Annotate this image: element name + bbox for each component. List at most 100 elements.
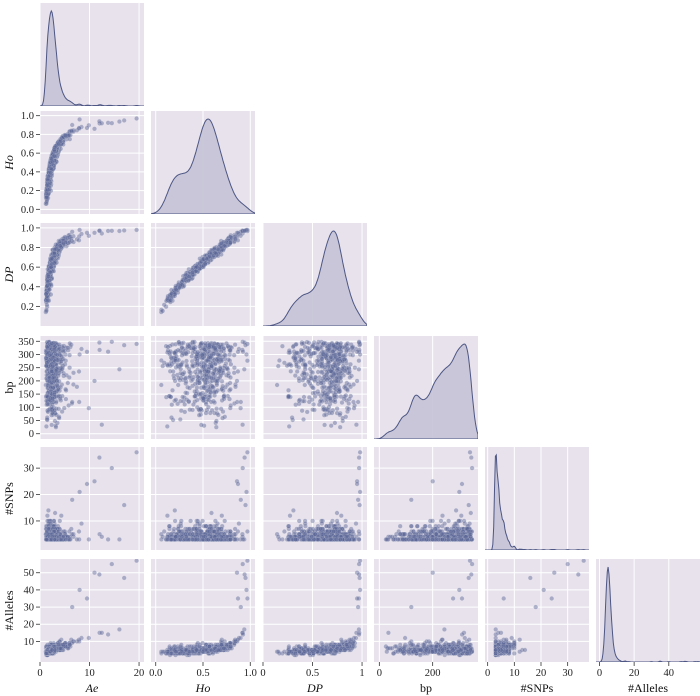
scatter-point bbox=[47, 262, 53, 268]
scatter-point bbox=[192, 269, 198, 275]
scatter-point bbox=[297, 397, 303, 403]
scatter-point bbox=[51, 256, 57, 261]
scatter-point bbox=[44, 296, 50, 301]
scatter-point bbox=[202, 260, 208, 266]
scatter-point bbox=[49, 353, 55, 359]
scatter-point bbox=[286, 394, 292, 400]
scatter-point bbox=[206, 254, 211, 260]
scatter-point bbox=[52, 344, 58, 350]
scatter-point bbox=[55, 355, 60, 361]
scatter-point bbox=[215, 249, 221, 254]
scatter-point bbox=[52, 392, 57, 397]
scatter-point bbox=[49, 391, 55, 397]
scatter-point bbox=[210, 249, 216, 255]
scatter-point bbox=[203, 260, 209, 266]
scatter-point bbox=[44, 350, 50, 356]
scatter-point bbox=[44, 200, 49, 205]
scatter-point bbox=[52, 410, 58, 416]
scatter-point bbox=[57, 245, 62, 251]
scatter-point bbox=[200, 260, 205, 266]
scatter-point bbox=[56, 253, 61, 259]
scatter-point bbox=[45, 281, 50, 287]
scatter-point bbox=[58, 139, 64, 145]
scatter-point bbox=[219, 244, 224, 250]
scatter-point bbox=[56, 406, 62, 412]
scatter-point bbox=[50, 250, 56, 256]
scatter-point bbox=[45, 192, 51, 197]
scatter-point bbox=[50, 265, 56, 271]
scatter-point bbox=[52, 251, 57, 257]
scatter-point bbox=[45, 174, 51, 179]
scatter-point bbox=[214, 249, 220, 255]
scatter-point bbox=[48, 265, 54, 270]
scatter-point bbox=[47, 274, 52, 280]
scatter-point bbox=[47, 163, 52, 169]
scatter-point bbox=[193, 263, 198, 268]
scatter-point bbox=[243, 228, 248, 233]
scatter-point bbox=[46, 167, 52, 173]
scatter-point bbox=[54, 142, 60, 148]
scatter-point bbox=[53, 370, 59, 375]
scatter-point bbox=[59, 242, 65, 248]
scatter-point bbox=[49, 252, 54, 258]
scatter-point bbox=[48, 166, 54, 171]
scatter-point bbox=[56, 367, 62, 373]
scatter-point bbox=[55, 255, 61, 261]
scatter-point bbox=[320, 385, 325, 390]
scatter-point bbox=[56, 241, 62, 247]
scatter-point bbox=[48, 260, 54, 265]
scatter-point bbox=[202, 261, 208, 266]
scatter-point bbox=[52, 247, 58, 252]
scatter-point bbox=[232, 238, 237, 244]
scatter-point bbox=[46, 286, 52, 291]
scatter-point bbox=[60, 142, 66, 147]
scatter-point bbox=[59, 236, 65, 242]
scatter-point bbox=[208, 256, 214, 261]
scatter-point bbox=[48, 356, 54, 362]
scatter-point bbox=[205, 260, 211, 266]
scatter-point bbox=[48, 165, 53, 170]
scatter-point bbox=[86, 537, 92, 542]
scatter-point bbox=[92, 126, 97, 132]
scatter-point bbox=[46, 173, 51, 179]
scatter-point bbox=[61, 356, 66, 362]
scatter-point bbox=[53, 146, 59, 152]
scatter-point bbox=[43, 297, 49, 303]
scatter-point bbox=[319, 521, 325, 526]
scatter-point bbox=[53, 246, 59, 252]
scatter-point bbox=[45, 184, 50, 190]
scatter-point bbox=[47, 176, 52, 182]
scatter-point bbox=[44, 188, 49, 194]
scatter-point bbox=[52, 369, 57, 374]
scatter-point bbox=[54, 345, 60, 350]
scatter-point bbox=[50, 158, 56, 164]
scatter-point bbox=[205, 257, 211, 263]
scatter-point bbox=[48, 167, 54, 173]
scatter-point bbox=[47, 268, 52, 274]
scatter-point bbox=[207, 253, 213, 259]
scatter-point bbox=[44, 273, 50, 279]
scatter-point bbox=[47, 159, 53, 165]
scatter-point bbox=[44, 351, 50, 357]
scatter-point bbox=[49, 256, 55, 261]
scatter-point bbox=[50, 261, 56, 266]
scatter-point bbox=[45, 281, 50, 287]
scatter-point bbox=[50, 366, 55, 372]
scatter-point bbox=[51, 253, 56, 259]
scatter-point bbox=[232, 342, 238, 348]
scatter-point bbox=[45, 285, 51, 291]
scatter-point bbox=[168, 298, 174, 303]
scatter-point bbox=[44, 417, 50, 422]
scatter-point bbox=[43, 355, 49, 360]
scatter-point bbox=[52, 157, 57, 163]
scatter-point bbox=[47, 169, 52, 174]
scatter-point bbox=[62, 132, 68, 138]
scatter-point bbox=[314, 537, 320, 542]
scatter-point bbox=[309, 351, 314, 357]
scatter-point bbox=[170, 298, 175, 304]
scatter-point bbox=[46, 176, 51, 181]
scatter-point bbox=[53, 252, 58, 257]
scatter-point bbox=[58, 238, 63, 243]
scatter-point bbox=[49, 256, 54, 262]
scatter-point bbox=[44, 285, 50, 291]
